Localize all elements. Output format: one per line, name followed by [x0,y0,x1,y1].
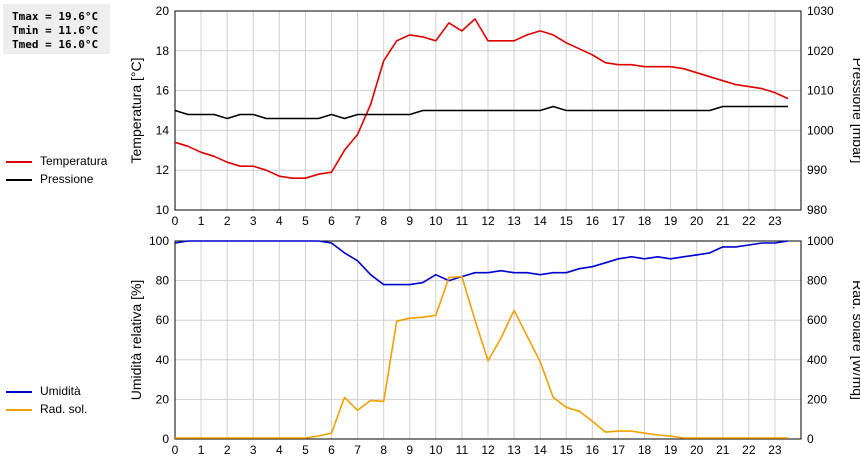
y-axis-title-left: Umidità relativa [%] [128,280,144,401]
x-tick-label: 21 [716,443,730,457]
x-tick-label: 8 [380,443,387,457]
series-line-umidit [174,240,789,286]
y-tick-label-right: 0 [807,432,814,446]
legend-swatch-umidita [6,391,32,393]
x-tick-label: 20 [690,443,704,457]
x-tick-label: 10 [429,443,443,457]
x-tick-label: 17 [612,443,626,457]
y-tick-label-left: 16 [156,84,170,98]
plot-frame [174,240,802,440]
x-tick-label: 3 [250,214,257,228]
x-tick-label: 2 [224,214,231,228]
legend-swatch-temperatura [6,161,32,163]
x-tick-label: 15 [560,443,574,457]
x-tick-label: 4 [276,443,283,457]
x-tick-label: 23 [768,443,782,457]
chart-panel-1: 0 1 2 3 4 5 6 7 8 9 10 11 12 13 14 15 16 17 18 19 20 21 22 2310… [128,4,860,228]
x-tick-label: 11 [456,443,469,457]
x-tick-label: 2 [224,443,231,457]
x-tick-label: 14 [533,214,547,228]
x-tick-label: 7 [354,214,361,228]
legend-label-radsol: Rad. sol. [40,402,88,416]
x-tick-label: 0 [172,443,179,457]
y-tick-label-right: 1020 [807,44,834,58]
y-tick-label-left: 80 [156,274,170,288]
x-tick-label: 12 [481,443,495,457]
x-tick-label: 9 [406,214,413,228]
y-axis-title-right: Pressione [mbar] [850,58,860,164]
y-tick-label-left: 40 [156,353,170,367]
chart-panel-2: 0 1 2 3 4 5 6 7 8 9 10 11 12 13 14 15 16 17 18 19 20 21 22 2302… [128,234,860,457]
x-tick-label: 3 [250,443,257,457]
x-tick-label: 1 [198,214,205,228]
y-tick-label-left: 10 [156,203,170,217]
y-axis-title-left: Temperatura [°C] [128,58,144,164]
x-tick-label: 8 [380,214,387,228]
x-tick-label: 6 [328,214,335,228]
legend-swatch-pressione [6,179,32,181]
y-tick-label-right: 200 [807,392,827,406]
x-tick-label: 17 [612,214,626,228]
y-tick-label-left: 14 [156,123,170,137]
x-tick-label: 19 [664,443,678,457]
x-tick-label: 18 [638,443,652,457]
y-tick-label-right: 1010 [807,84,834,98]
x-tick-label: 6 [328,443,335,457]
x-tick-label: 13 [507,443,521,457]
x-tick-label: 0 [172,214,179,228]
x-tick-label: 10 [429,214,443,228]
x-tick-label: 12 [481,214,495,228]
x-tick-label: 5 [302,443,309,457]
y-tick-label-right: 1000 [807,123,834,137]
legend-label-umidita: Umidità [40,384,81,398]
y-tick-label-right: 600 [807,313,827,327]
legend-label-temperatura: Temperatura [40,154,108,168]
x-tick-label: 18 [638,214,652,228]
x-tick-label: 23 [768,214,782,228]
x-tick-label: 16 [586,214,600,228]
legend-swatch-radsol [6,409,32,411]
legend-label-pressione: Pressione [40,172,94,186]
x-tick-label: 7 [354,443,361,457]
stats-box: Tmax = 19.6°C Tmin = 11.6°C Tmed = 16.0°… [3,4,110,54]
tmed-text: Tmed = 16.0°C [12,38,99,51]
x-tick-label: 13 [507,214,521,228]
y-tick-label-left: 60 [156,313,170,327]
tmin-text: Tmin = 11.6°C [12,24,99,37]
y-axis-title-right: Rad. solare [W/mq] [850,280,860,400]
y-tick-label-left: 18 [156,44,170,58]
y-tick-label-left: 0 [162,432,169,446]
y-tick-label-right: 1030 [807,4,834,18]
y-tick-label-right: 990 [807,163,827,177]
x-tick-label: 22 [742,443,756,457]
series-line-temperatura [174,18,789,179]
x-tick-label: 15 [560,214,574,228]
x-tick-label: 4 [276,214,283,228]
x-tick-label: 1 [198,443,205,457]
x-tick-label: 21 [716,214,730,228]
y-tick-label-right: 980 [807,203,827,217]
y-tick-label-right: 800 [807,274,827,288]
x-tick-label: 5 [302,214,309,228]
y-tick-label-left: 20 [156,4,170,18]
x-tick-label: 14 [533,443,547,457]
x-tick-label: 9 [406,443,413,457]
y-tick-label-left: 100 [149,234,169,248]
x-tick-label: 19 [664,214,678,228]
y-tick-label-left: 12 [156,163,170,177]
series-line-rad-sol [175,275,788,439]
y-tick-label-right: 400 [807,353,827,367]
y-tick-label-left: 20 [156,392,170,406]
x-tick-label: 20 [690,214,704,228]
tmax-text: Tmax = 19.6°C [12,10,99,23]
series-line-pressione [174,105,788,120]
y-tick-label-right: 1000 [807,234,834,248]
x-tick-label: 22 [742,214,756,228]
x-tick-label: 16 [586,443,600,457]
x-tick-label: 11 [456,214,469,228]
